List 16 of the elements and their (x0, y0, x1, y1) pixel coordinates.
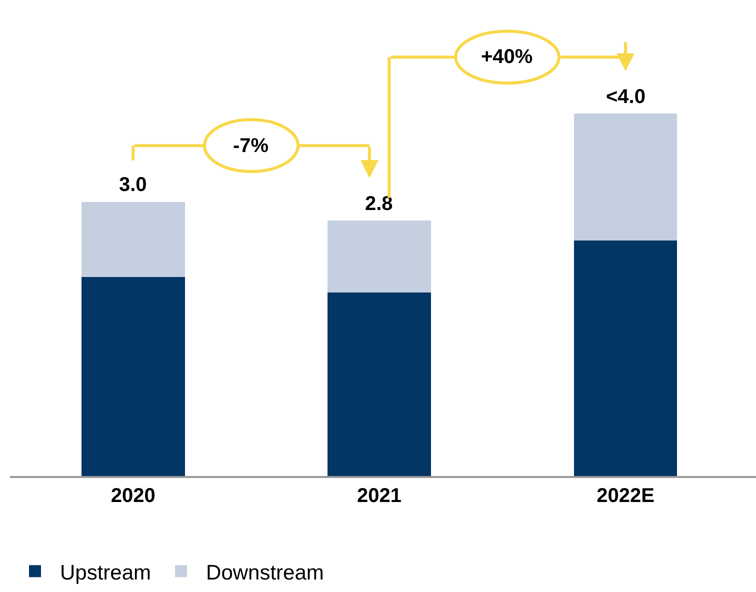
bar (328, 220, 432, 293)
x-tick-label: 2022E (596, 485, 654, 507)
annotation: <4.0 (606, 86, 646, 108)
legend-label: Downstream (206, 561, 324, 584)
annotation: -7% (233, 135, 269, 157)
legend-label: Upstream (60, 561, 152, 584)
bar (81, 277, 185, 476)
bar (574, 240, 678, 476)
text: +40% (481, 46, 533, 68)
bar (328, 292, 432, 476)
bar (81, 202, 185, 278)
x-tick-label: 2021 (357, 485, 402, 507)
annotation: 3.0 (119, 174, 147, 196)
x-tick-label: 2020 (110, 485, 156, 507)
annotation: 2.8 (365, 193, 393, 215)
bar (574, 114, 678, 240)
